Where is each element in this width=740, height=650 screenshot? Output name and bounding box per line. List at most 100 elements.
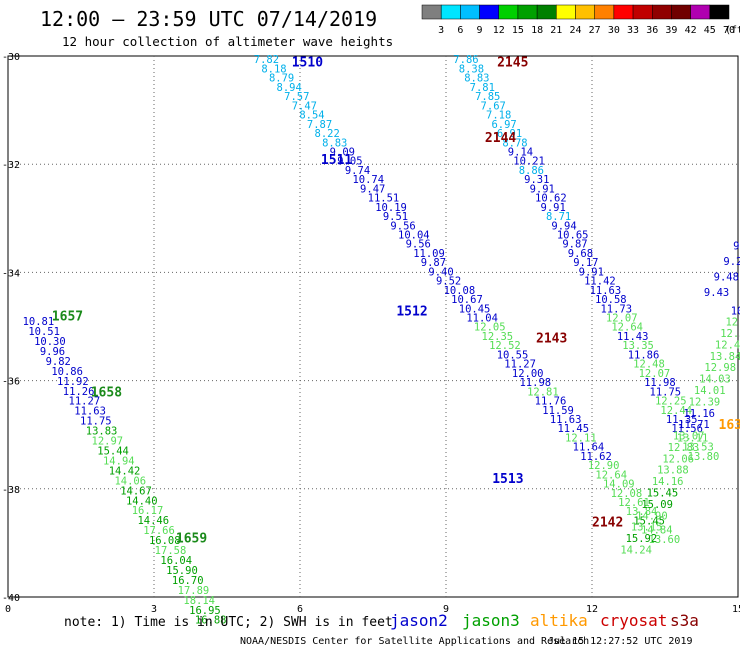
colorbar-swatch (440, 4, 461, 20)
wave-height-label: 7.82 (254, 54, 279, 66)
wave-height-label: 15.09 (641, 499, 673, 511)
wave-height-label: 9.14 (508, 146, 533, 158)
wave-height-label: 7.86 (453, 54, 478, 66)
colorbar-tick: (ft) (725, 25, 740, 36)
plot-grid (7, 55, 739, 598)
wave-height-label: 16.88 (195, 615, 227, 627)
wave-height-label: 12.97 (92, 436, 124, 448)
wave-height-label: 7.67 (481, 100, 506, 112)
wave-height-label: 10.30 (34, 336, 66, 348)
wave-height-label: 9.52 (436, 276, 461, 288)
wave-height-label: 10.21 (513, 156, 545, 168)
wave-height-label: 11.64 (573, 442, 605, 454)
wave-height-label: 16.08 (149, 535, 181, 547)
wave-height-label: 10.45 (459, 303, 491, 315)
wave-height-label: 14.42 (109, 465, 141, 477)
wave-height-label: 8.83 (464, 73, 489, 85)
wave-height-label: 9.56 (390, 220, 415, 232)
wave-height-label: 12.07 (639, 368, 671, 380)
y-tick-label: -36 (2, 377, 20, 388)
wave-height-label: 8.78 (502, 137, 527, 149)
wave-height-label: 14.03 (699, 374, 731, 386)
wave-height-label: 17.58 (155, 545, 187, 557)
colorbar-tick: 33 (627, 25, 639, 36)
wave-height-label: 12.64 (595, 469, 627, 481)
wave-height-label: 14.09 (603, 479, 635, 491)
wave-height-label: 10.74 (352, 174, 384, 186)
track-labels: 1510 1511 1512 1513 1657 1658 1659 2142 2143 2144… (52, 55, 740, 546)
wave-height-label: 12.64 (611, 322, 643, 334)
colorbar-tick: 27 (589, 25, 601, 36)
wave-height-label: 9.09 (330, 146, 355, 158)
track-label: 1511 (321, 153, 352, 168)
track-label: 2144 (485, 131, 516, 146)
wave-height-label: 10.58 (595, 294, 627, 306)
colorbar-swatch (652, 4, 672, 20)
x-tick-label: 6 (297, 604, 303, 615)
wave-height-label: 8.38 (459, 63, 484, 75)
wave-height-label: 12.25 (655, 396, 687, 408)
wave-height-label: 12.35 (482, 331, 514, 343)
track-label: 2145 (497, 55, 528, 70)
wave-height-label: 14.84 (641, 525, 673, 537)
wave-height-label: 12.48 (633, 359, 665, 371)
wave-height-label: 11.71 (678, 419, 710, 431)
wave-height-label: 13.53 (682, 442, 714, 454)
wave-height-label: 11.27 (69, 396, 101, 408)
wave-height-label: 9.87 (562, 239, 587, 251)
plot-frame (7, 55, 739, 598)
colorbar-tick: 21 (550, 25, 562, 36)
colorbar-tick: 42 (685, 25, 697, 36)
legend-item: jason3 (462, 611, 520, 630)
colorbar-tick: 45 (704, 25, 716, 36)
colorbar-tick: 70 (723, 25, 735, 36)
wave-height-label: 12.00 (512, 368, 544, 380)
wave-height-label: 16.04 (160, 555, 192, 567)
wave-height-label: 10.81 (23, 316, 55, 328)
footer: note: 1) Time is in UTC; 2) SWH is in fe… (64, 615, 693, 647)
track-label: 1512 (396, 304, 427, 319)
wave-height-label: 16.70 (172, 575, 204, 587)
wave-height-label: 8.83 (322, 137, 347, 149)
wave-height-label: 12.83 (668, 442, 700, 454)
wave-height-label: 12.06 (662, 453, 694, 465)
wave-height-label: 6.91 (497, 128, 522, 140)
wave-height-label: 18.14 (183, 595, 215, 607)
wave-height-label: 8.22 (315, 128, 340, 140)
wave-height-label: 14.16 (652, 476, 684, 488)
wave-height-label: 9.17 (573, 257, 598, 269)
colorbar-swatch (517, 4, 538, 20)
wave-height-label: 9.91 (530, 183, 555, 195)
wave-height-label: 11.75 (650, 386, 682, 398)
colorbar-tick: 15 (512, 25, 524, 36)
footer-timestamp: Jul 15 12:27:52 UTC 2019 (548, 636, 693, 647)
colorbar-tick: 18 (531, 25, 543, 36)
wave-height-label: 12.11 (565, 432, 597, 444)
wave-height-label: 17.89 (178, 585, 210, 597)
wave-height-label: 9.47 (360, 183, 385, 195)
chart-title: 12:00 – 23:59 UTC 07/14/2019 (40, 7, 377, 31)
wave-height-label: 11.51 (368, 193, 400, 205)
legend-item: cryosat (600, 611, 667, 630)
x-tick-label: 12 (586, 604, 598, 615)
wave-height-label: 7.57 (284, 91, 309, 103)
colorbar-swatch (575, 4, 595, 20)
track-label: 1659 (176, 531, 207, 546)
wave-height-label: 12.08 (611, 488, 643, 500)
wave-height-label: 10.67 (451, 294, 483, 306)
footer-credit: NOAA/NESDIS Center for Satellite Applica… (240, 636, 589, 647)
wave-height-label: 14.67 (120, 485, 152, 497)
colorbar-swatch (709, 4, 730, 20)
wave-height-label: 13.84 (626, 506, 658, 518)
wave-height-label: 9.27 (723, 256, 740, 268)
colorbar-swatch (690, 4, 711, 20)
wave-height-label: 9.0 (733, 240, 740, 252)
wave-height-label: 9.05 (337, 156, 362, 168)
wave-height-label: 11.59 (542, 405, 574, 417)
wave-height-label: 16.17 (132, 505, 164, 517)
wave-height-label: 9.68 (568, 248, 593, 260)
track-label: 2142 (592, 515, 623, 530)
wave-height-label: 10.19 (375, 202, 407, 214)
colorbar-swatch (632, 4, 653, 20)
